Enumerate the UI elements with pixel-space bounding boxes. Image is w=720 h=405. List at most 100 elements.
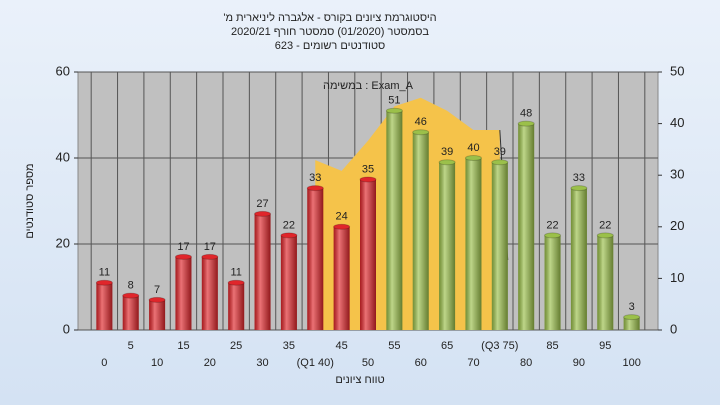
- x-tick-label: 30: [256, 357, 268, 369]
- bar-cap: [333, 223, 351, 230]
- value-label: 17: [177, 241, 189, 253]
- y-tick-label: 60: [56, 63, 70, 78]
- value-label: 40: [467, 142, 479, 154]
- bar-cap: [306, 185, 324, 192]
- x-tick-label: 80: [520, 357, 532, 369]
- bar-shade: [597, 235, 614, 330]
- y2-tick-label: 30: [670, 167, 684, 182]
- value-label: 22: [599, 219, 611, 231]
- value-label: 22: [283, 219, 295, 231]
- value-label: 11: [99, 267, 110, 279]
- bar-cap: [517, 120, 535, 127]
- bar-cap: [596, 232, 614, 239]
- x-tick-label: (Q3 75): [481, 340, 518, 352]
- value-label: 8: [128, 280, 134, 292]
- value-label: 35: [362, 163, 374, 175]
- y2-tick-label: 0: [670, 321, 677, 336]
- bar-cap: [280, 232, 298, 239]
- value-label: 7: [154, 284, 160, 296]
- bar-cap: [464, 155, 482, 161]
- x-tick-label: 55: [388, 340, 400, 352]
- y2-tick-label: 40: [670, 115, 684, 130]
- value-label: 17: [204, 241, 216, 253]
- x-tick-label: 70: [467, 357, 479, 369]
- value-label: 22: [546, 219, 558, 231]
- value-label: 33: [573, 172, 585, 184]
- bar-cap: [148, 296, 166, 303]
- bar-shade: [333, 226, 350, 330]
- bar-shade: [280, 235, 297, 330]
- bar-shade: [570, 188, 587, 330]
- bar-shade: [201, 256, 218, 330]
- bar-cap: [438, 159, 456, 166]
- chart-title: 'היסטוגרמת ציונים בקורס - אלגברה ליניארי…: [223, 11, 436, 24]
- y-tick-label: 20: [56, 235, 70, 250]
- x-tick-label: 60: [415, 357, 427, 369]
- bar-cap: [95, 279, 113, 286]
- value-label: 33: [309, 172, 321, 184]
- bar-cap: [623, 314, 641, 321]
- bar-shade: [122, 295, 139, 330]
- value-label: 46: [415, 116, 427, 128]
- x-tick-label: 45: [336, 340, 348, 352]
- x-tick-label: 25: [230, 340, 242, 352]
- bar-cap: [254, 210, 272, 217]
- bar-cap: [385, 107, 403, 114]
- y2-tick-label: 10: [670, 270, 684, 285]
- x-axis-title: טווח ציונים: [335, 374, 384, 386]
- value-label: 51: [388, 95, 400, 107]
- bar-shade: [439, 162, 456, 330]
- bar-shade: [544, 235, 561, 330]
- bar-cap: [227, 279, 245, 286]
- y-axis-title: מספר סטודנטים: [24, 163, 36, 238]
- bar-shade: [96, 282, 113, 330]
- value-label: 39: [441, 146, 453, 158]
- x-tick-label: 65: [441, 340, 453, 352]
- x-tick-label: 0: [101, 357, 107, 369]
- bar-shade: [412, 132, 429, 330]
- bar-cap: [359, 176, 377, 183]
- bar-shade: [228, 282, 245, 330]
- bar-shade: [386, 110, 403, 330]
- x-tick-label: 90: [573, 357, 585, 369]
- bar-shade: [254, 213, 271, 330]
- bar-shade: [360, 179, 376, 330]
- bar-shade: [175, 256, 192, 330]
- bar-cap: [570, 185, 588, 192]
- chart-title: בסמסטר (01/2020) סמסטר חורף 2020/21: [231, 26, 429, 38]
- annotation: במשימה : Exam_A: [323, 80, 414, 92]
- bar-shade: [491, 162, 508, 330]
- bar-shade: [307, 188, 324, 330]
- bar-shade: [465, 158, 482, 330]
- value-label: 48: [520, 108, 532, 120]
- bar-cap: [491, 159, 509, 166]
- bar-cap: [412, 129, 430, 136]
- x-tick-label: 10: [151, 357, 163, 369]
- y-tick-label: 0: [63, 321, 70, 336]
- bar-shade: [149, 299, 166, 330]
- x-tick-label: 15: [177, 340, 189, 352]
- bar-cap: [201, 253, 219, 260]
- x-tick-label: 35: [283, 340, 295, 352]
- chart-title: סטודנטים רשומים - 623: [275, 40, 386, 52]
- bar-cap: [122, 292, 140, 299]
- x-tick-label: (Q1 40): [297, 357, 334, 369]
- value-label: 39: [494, 146, 506, 158]
- y2-tick-label: 50: [670, 63, 684, 78]
- x-tick-label: 85: [546, 340, 558, 352]
- x-tick-label: 50: [362, 357, 374, 369]
- value-label: 11: [230, 267, 241, 279]
- y-tick-label: 40: [56, 149, 70, 164]
- bar-cap: [544, 232, 562, 239]
- x-tick-label: 100: [622, 357, 640, 369]
- bar-cap: [174, 253, 192, 260]
- bar-shade: [518, 123, 535, 330]
- bar-shade: [623, 317, 640, 330]
- x-tick-label: 20: [204, 357, 216, 369]
- x-tick-label: 95: [599, 340, 611, 352]
- y2-tick-label: 20: [670, 218, 684, 233]
- value-label: 3: [629, 301, 635, 313]
- x-tick-label: 5: [128, 340, 134, 352]
